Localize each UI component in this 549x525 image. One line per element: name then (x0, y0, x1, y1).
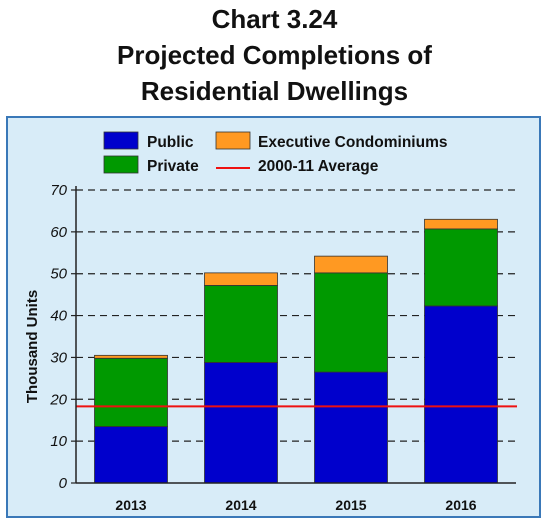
bar-public-2015 (314, 371, 388, 484)
bar-executive-condominiums-2015 (314, 255, 388, 274)
y-tick-label: 0 (59, 475, 68, 492)
x-tick-label: 2014 (225, 497, 256, 513)
bar-public-2014 (204, 362, 278, 484)
y-tick-label: 20 (49, 391, 67, 408)
y-tick-label: 60 (50, 224, 67, 241)
bar-executive-condominiums-2014 (204, 272, 278, 286)
legend-private-swatch (103, 155, 139, 174)
legend-public-label: Public (147, 134, 194, 151)
y-tick-label: 40 (50, 308, 67, 325)
bar-private-2015 (314, 272, 388, 373)
y-axis-label: Thousand Units (24, 290, 41, 403)
bar-executive-condominiums-2013 (94, 354, 168, 359)
y-tick-label: 70 (50, 182, 67, 199)
y-tick-label: 10 (50, 433, 67, 450)
bar-executive-condominiums-2016 (424, 218, 498, 230)
legend-executive-condominiums-swatch (215, 131, 251, 150)
bar-public-2013 (94, 426, 168, 484)
bar-private-2016 (424, 228, 498, 307)
x-tick-label: 2015 (335, 497, 366, 513)
bar-private-2014 (204, 285, 278, 363)
legend-public-swatch (103, 131, 139, 150)
bar-private-2013 (94, 357, 168, 427)
legend-executive-condominiums-label: Executive Condominiums (258, 134, 447, 151)
axes: 0 10 20 30 40 50 60 70 Thousand Units 2013 2014 201… (24, 182, 516, 513)
legend-2000-11-average-label: 2000-11 Average (258, 158, 379, 175)
bars (94, 218, 498, 484)
x-tick-label: 2013 (115, 497, 146, 513)
y-tick-label: 30 (50, 349, 67, 366)
x-tick-label: 2016 (445, 497, 476, 513)
bar-public-2016 (424, 305, 498, 484)
legend-private-label: Private (147, 158, 199, 175)
chart-title-line-2: Projected Completions of (117, 40, 432, 70)
y-tick-label: 50 (50, 266, 67, 283)
chart-title-line-1: Chart 3.24 (211, 4, 338, 34)
legend: Public Executive Condominiums Private 2000-… (103, 131, 447, 175)
chart-title-line-3: Residential Dwellings (140, 76, 409, 106)
